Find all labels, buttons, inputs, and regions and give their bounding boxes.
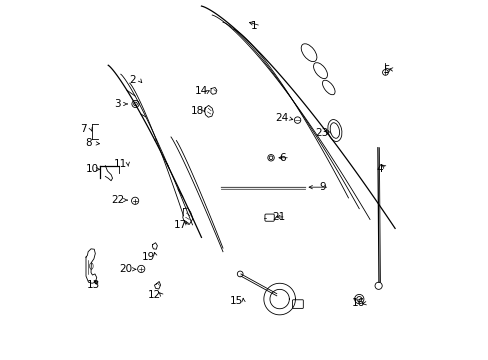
Text: 7: 7 xyxy=(81,124,87,134)
Text: 22: 22 xyxy=(111,195,124,205)
Text: 2: 2 xyxy=(129,75,136,85)
Text: 12: 12 xyxy=(148,291,161,301)
Text: 9: 9 xyxy=(318,182,325,192)
Text: 13: 13 xyxy=(86,280,100,290)
Text: 15: 15 xyxy=(229,296,243,306)
Text: 21: 21 xyxy=(271,212,285,222)
Text: 5: 5 xyxy=(383,64,389,75)
Text: 4: 4 xyxy=(375,163,382,174)
Text: 20: 20 xyxy=(119,264,132,274)
Text: 1: 1 xyxy=(250,21,257,31)
Text: 24: 24 xyxy=(274,113,287,123)
Text: 11: 11 xyxy=(114,158,127,168)
Text: 19: 19 xyxy=(142,252,155,262)
Text: 16: 16 xyxy=(351,298,364,309)
Text: 8: 8 xyxy=(85,139,92,148)
Text: 10: 10 xyxy=(86,164,99,174)
Text: 17: 17 xyxy=(174,220,187,230)
Text: 18: 18 xyxy=(190,106,203,116)
Text: 23: 23 xyxy=(314,128,327,138)
Polygon shape xyxy=(201,6,394,228)
Polygon shape xyxy=(108,65,201,237)
Text: 14: 14 xyxy=(194,86,208,96)
Text: 6: 6 xyxy=(279,153,285,163)
Text: 3: 3 xyxy=(114,99,121,109)
